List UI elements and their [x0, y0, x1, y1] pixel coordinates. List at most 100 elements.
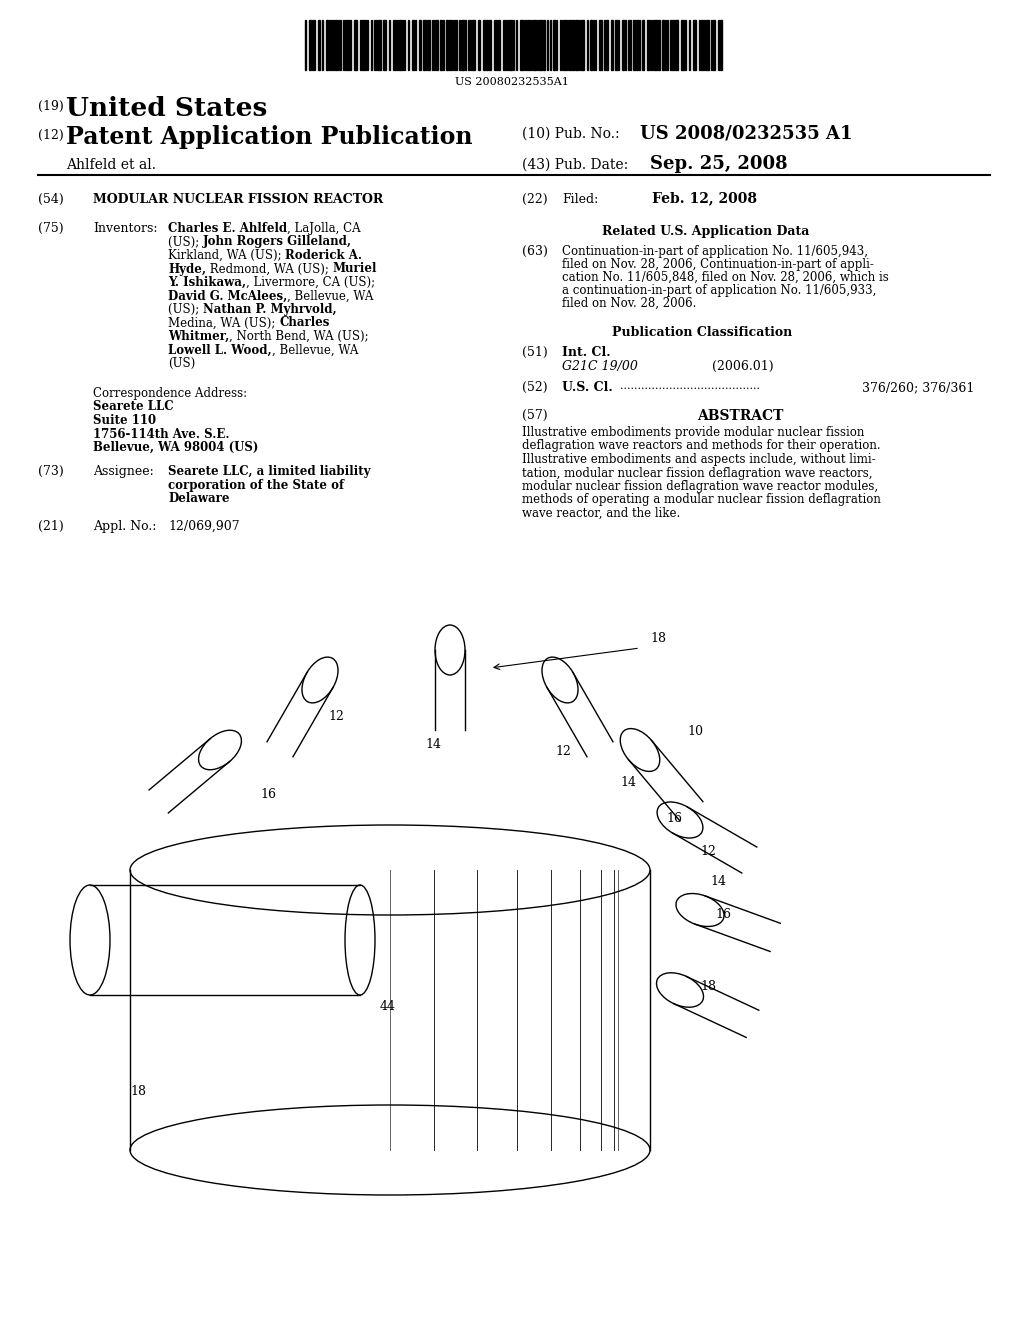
Bar — [693, 20, 696, 70]
Text: Delaware: Delaware — [168, 492, 229, 506]
Bar — [449, 20, 451, 70]
Text: Suite 110: Suite 110 — [93, 414, 156, 426]
Text: 12/069,907: 12/069,907 — [168, 520, 240, 533]
Bar — [528, 20, 530, 70]
Text: 12: 12 — [555, 744, 570, 758]
Text: David G. McAlees,: David G. McAlees, — [168, 289, 288, 302]
Bar — [581, 20, 584, 70]
Text: John Rogers Gilleland,: John Rogers Gilleland, — [203, 235, 352, 248]
Bar — [428, 20, 430, 70]
Text: 14: 14 — [710, 875, 726, 888]
Text: (US);: (US); — [168, 235, 203, 248]
Text: (43) Pub. Date:: (43) Pub. Date: — [522, 158, 629, 172]
Bar — [472, 20, 475, 70]
Text: Int. Cl.: Int. Cl. — [562, 346, 610, 359]
Text: 14: 14 — [425, 738, 441, 751]
Bar — [520, 20, 523, 70]
Bar — [399, 20, 401, 70]
Bar — [483, 20, 485, 70]
Text: 14: 14 — [620, 776, 636, 789]
Bar — [564, 20, 566, 70]
Bar — [436, 20, 438, 70]
Text: Illustrative embodiments and aspects include, without limi-: Illustrative embodiments and aspects inc… — [522, 453, 876, 466]
Text: 18: 18 — [700, 979, 716, 993]
Bar — [681, 20, 684, 70]
Bar — [572, 20, 574, 70]
Bar — [590, 20, 592, 70]
Bar — [440, 20, 442, 70]
Bar — [326, 20, 328, 70]
Text: 10: 10 — [687, 725, 703, 738]
Bar — [622, 20, 624, 70]
Bar — [654, 20, 657, 70]
Bar — [509, 20, 512, 70]
Text: tation, modular nuclear fission deflagration wave reactors,: tation, modular nuclear fission deflagra… — [522, 466, 872, 479]
Bar — [498, 20, 500, 70]
Bar — [378, 20, 381, 70]
Text: 18: 18 — [130, 1085, 146, 1098]
Text: deflagration wave reactors and methods for their operation.: deflagration wave reactors and methods f… — [522, 440, 881, 453]
Bar — [633, 20, 635, 70]
Text: (22): (22) — [522, 193, 548, 206]
Text: (63): (63) — [522, 246, 548, 257]
Bar — [534, 20, 536, 70]
Bar — [615, 20, 617, 70]
Text: Filed:: Filed: — [562, 193, 598, 206]
Text: Charles E. Ahlfeld: Charles E. Ahlfeld — [168, 222, 287, 235]
Bar — [599, 20, 602, 70]
Text: Lowell L. Wood,: Lowell L. Wood, — [168, 343, 271, 356]
Text: Kirkland, WA (US);: Kirkland, WA (US); — [168, 249, 286, 261]
Text: (75): (75) — [38, 222, 63, 235]
Text: (51): (51) — [522, 346, 548, 359]
Text: 18: 18 — [650, 632, 666, 645]
Text: Whitmer,: Whitmer, — [168, 330, 229, 343]
Bar — [720, 20, 722, 70]
Text: (US): (US) — [168, 356, 196, 370]
Text: 16: 16 — [666, 812, 682, 825]
Text: Searete LLC, a limited liability: Searete LLC, a limited liability — [168, 465, 371, 478]
Text: U.S. Cl.: U.S. Cl. — [562, 381, 612, 393]
Text: US 2008/0232535 A1: US 2008/0232535 A1 — [640, 124, 853, 143]
Text: Appl. No.:: Appl. No.: — [93, 520, 157, 533]
Text: , Bellevue, WA: , Bellevue, WA — [271, 343, 358, 356]
Bar — [478, 20, 480, 70]
Text: corporation of the State of: corporation of the State of — [168, 479, 344, 491]
Bar — [647, 20, 649, 70]
Bar — [658, 20, 660, 70]
Text: , LaJolla, CA: , LaJolla, CA — [287, 222, 360, 235]
Text: Roderick A.: Roderick A. — [286, 249, 362, 261]
Text: , Livermore, CA (US);: , Livermore, CA (US); — [246, 276, 375, 289]
Text: United States: United States — [66, 96, 267, 121]
Text: (21): (21) — [38, 520, 63, 533]
Text: Hyde,: Hyde, — [168, 263, 206, 276]
Bar — [642, 20, 644, 70]
Text: (54): (54) — [38, 193, 63, 206]
Text: Inventors:: Inventors: — [93, 222, 158, 235]
Text: Redmond, WA (US);: Redmond, WA (US); — [206, 263, 333, 276]
Text: methods of operating a modular nuclear fission deflagration: methods of operating a modular nuclear f… — [522, 494, 881, 507]
Bar — [347, 20, 349, 70]
Text: (10) Pub. No.:: (10) Pub. No.: — [522, 127, 620, 141]
Text: ........................................: ........................................ — [620, 381, 760, 391]
Text: MODULAR NUCLEAR FISSION REACTOR: MODULAR NUCLEAR FISSION REACTOR — [93, 193, 383, 206]
Text: Sep. 25, 2008: Sep. 25, 2008 — [650, 154, 787, 173]
Text: 1756-114th Ave. S.E.: 1756-114th Ave. S.E. — [93, 428, 229, 441]
Text: 44: 44 — [380, 1001, 396, 1012]
Text: Illustrative embodiments provide modular nuclear fission: Illustrative embodiments provide modular… — [522, 426, 864, 440]
Text: (US);: (US); — [168, 304, 203, 315]
Bar — [354, 20, 357, 70]
Text: Continuation-in-part of application No. 11/605,943,: Continuation-in-part of application No. … — [562, 246, 868, 257]
Text: , North Bend, WA (US);: , North Bend, WA (US); — [229, 330, 369, 343]
Text: , Bellevue, WA: , Bellevue, WA — [288, 289, 374, 302]
Bar — [335, 20, 337, 70]
Text: (57): (57) — [522, 409, 548, 422]
Text: 16: 16 — [715, 908, 731, 921]
Text: Correspondence Address:: Correspondence Address: — [93, 387, 247, 400]
Bar — [461, 20, 464, 70]
Bar — [672, 20, 674, 70]
Text: Bellevue, WA 98004 (US): Bellevue, WA 98004 (US) — [93, 441, 258, 454]
Text: Ahlfeld et al.: Ahlfeld et al. — [66, 158, 156, 172]
Text: 12: 12 — [328, 710, 344, 723]
Text: filed on Nov. 28, 2006, Continuation-in-part of appli-: filed on Nov. 28, 2006, Continuation-in-… — [562, 257, 873, 271]
Bar — [318, 20, 319, 70]
